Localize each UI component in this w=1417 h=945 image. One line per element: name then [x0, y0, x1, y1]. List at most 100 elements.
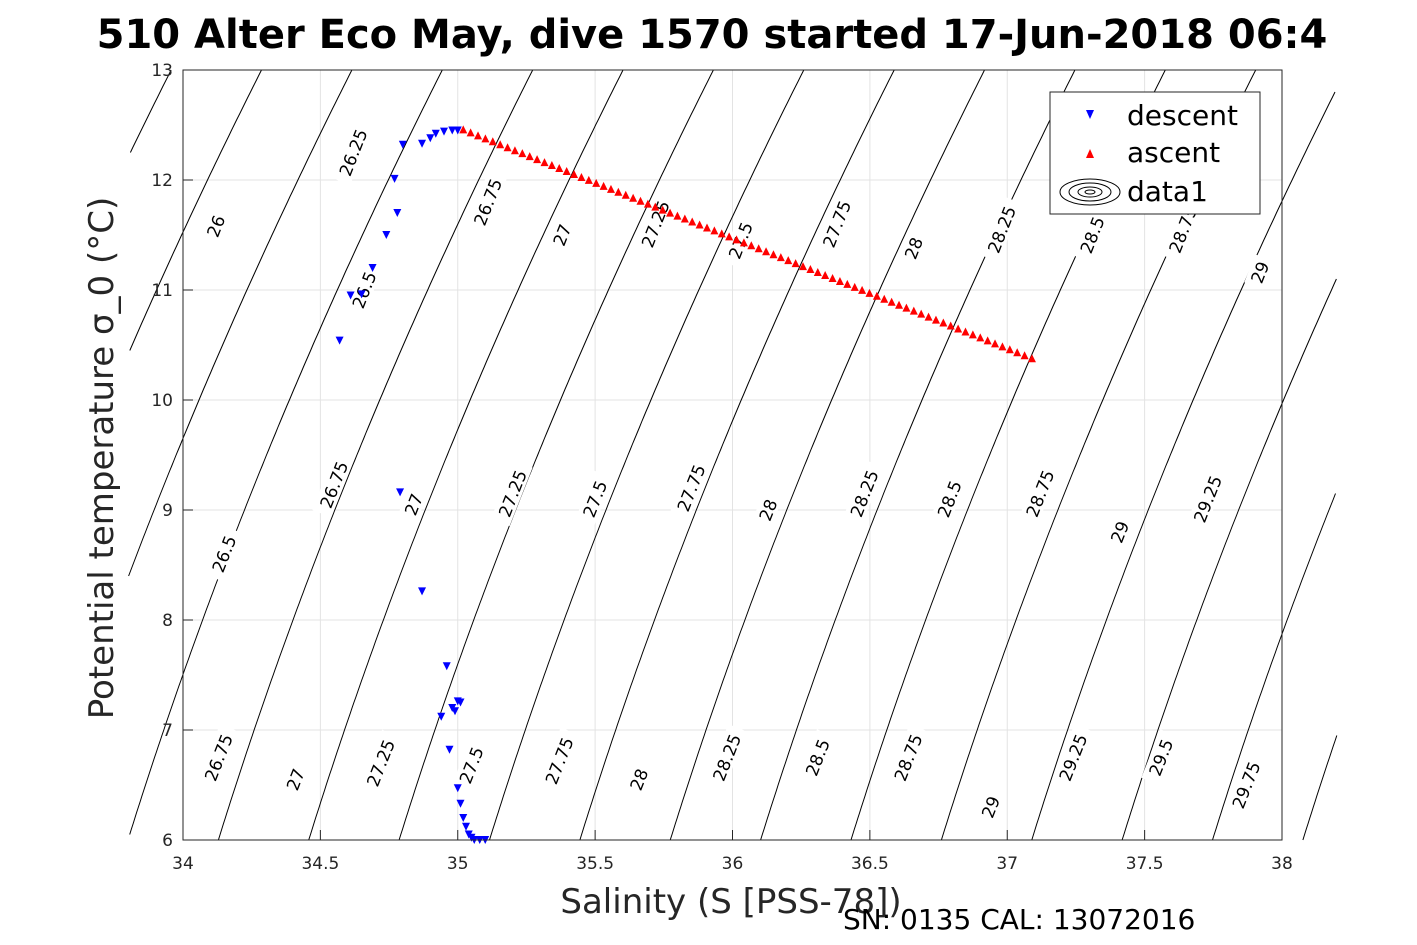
density-contour-line: [217, 69, 534, 841]
ascent-point: [710, 226, 719, 235]
descent-point: [398, 140, 407, 149]
descent-point: [445, 745, 454, 754]
contour-label-bg: [279, 761, 310, 797]
contour-label-bg: [752, 492, 783, 528]
descent-point: [393, 209, 402, 217]
ascent-point: [747, 241, 756, 250]
ascent-point: [968, 330, 977, 339]
descent-point: [451, 707, 460, 716]
descent-series: [335, 126, 490, 844]
ascent-point: [917, 309, 926, 318]
ascent-point: [555, 164, 564, 173]
ascent-point: [776, 253, 785, 262]
contour-label-bg: [815, 190, 857, 257]
ascent-point: [570, 169, 579, 178]
ascent-point: [621, 190, 630, 199]
contour-label-bg: [980, 196, 1022, 263]
x-axis-ticks: 34 34.5 35 35.5 36 36.5 37 37.5 38: [172, 830, 1293, 874]
density-contour-line: [669, 69, 985, 841]
descent-point: [459, 814, 468, 822]
ascent-point: [1005, 345, 1014, 354]
descent-point: [461, 822, 470, 831]
contour-label-bg: [537, 727, 580, 794]
x-tick-label: 38: [1271, 854, 1293, 874]
ascent-point: [954, 324, 963, 333]
ascent-point: [606, 184, 615, 193]
contour-label-bg: [1224, 751, 1267, 818]
ascent-point: [666, 208, 675, 217]
ascent-point: [813, 268, 822, 277]
ascent-point: [488, 137, 497, 146]
x-axis-label: Salinity (S [PSS-78]): [560, 882, 901, 922]
contour-label-bg: [1186, 465, 1228, 532]
y-tick-label: 6: [162, 831, 173, 851]
density-contour-line: [128, 69, 353, 577]
descent-point: [335, 336, 344, 345]
footer-serial-cal: SN: 0135 CAL: 13072016: [843, 903, 1195, 936]
ascent-point: [510, 146, 519, 155]
contour-label-bg: [200, 208, 230, 244]
contour-label-bg: [466, 168, 508, 235]
ascent-point: [599, 181, 608, 190]
ascent-point: [643, 199, 652, 208]
contour-label-bg: [669, 454, 712, 521]
contour-label-bg: [1072, 206, 1111, 263]
legend-label-descent: descent: [1127, 99, 1238, 132]
contour-label-bg: [204, 525, 243, 582]
y-tick-label: 12: [151, 171, 173, 191]
contour-label-bg: [886, 724, 929, 791]
y-tick-label: 10: [151, 391, 173, 411]
ascent-point: [584, 175, 593, 184]
contour-label-bg: [398, 486, 428, 522]
x-tick-label: 35.5: [576, 854, 614, 874]
contour-label-bg: [975, 789, 1005, 825]
ascent-point: [806, 265, 815, 274]
ascent-point: [858, 285, 867, 294]
contour-label-bg: [623, 761, 653, 797]
contour-label-bg: [1141, 729, 1180, 785]
x-tick-label: 36: [722, 854, 744, 874]
contour-label: 27.5: [575, 470, 614, 527]
ascent-point: [791, 259, 800, 268]
ascent-point: [739, 238, 748, 247]
ascent-point: [784, 256, 793, 265]
ascent-point: [658, 205, 667, 214]
legend-label-ascent: ascent: [1127, 136, 1220, 169]
x-tick-label: 37.5: [1126, 854, 1164, 874]
legend-marker-data1: [1059, 178, 1121, 206]
ascent-point: [688, 217, 697, 226]
ascent-point: [533, 155, 542, 164]
ascent-point: [828, 273, 837, 282]
ascent-point: [762, 247, 771, 256]
contour-label-bg: [1244, 254, 1274, 290]
ascent-point: [895, 300, 904, 309]
density-contour-line: [129, 69, 262, 351]
ascent-point: [754, 244, 763, 253]
ascent-point: [732, 235, 741, 244]
ascent-point: [850, 282, 859, 291]
contour-label-bg: [1018, 460, 1061, 527]
ascent-point: [717, 229, 726, 238]
ascent-point: [909, 306, 918, 315]
density-contour-line: [579, 69, 895, 841]
density-contour-line: [129, 69, 443, 835]
ascent-point: [976, 333, 985, 342]
ascent-point: [673, 211, 682, 220]
ascent-point: [835, 276, 844, 285]
contour-label-bg: [359, 729, 401, 796]
contour-label: 27: [398, 486, 428, 522]
ascent-point: [1020, 351, 1029, 360]
ascent-point: [991, 339, 1000, 348]
ascent-point: [799, 262, 808, 271]
ascent-point: [614, 187, 623, 196]
contour-label-bg: [451, 736, 490, 793]
contour-label-bg: [929, 470, 968, 527]
y-tick-label: 13: [151, 61, 173, 81]
ascent-series: [459, 125, 1036, 363]
ascent-point: [562, 167, 571, 175]
density-contour-line: [1302, 735, 1338, 841]
contour-label-bg: [720, 212, 759, 268]
ascent-point: [902, 303, 911, 312]
contour-label-bg: [797, 729, 836, 785]
y-tick-label: 11: [151, 281, 173, 301]
